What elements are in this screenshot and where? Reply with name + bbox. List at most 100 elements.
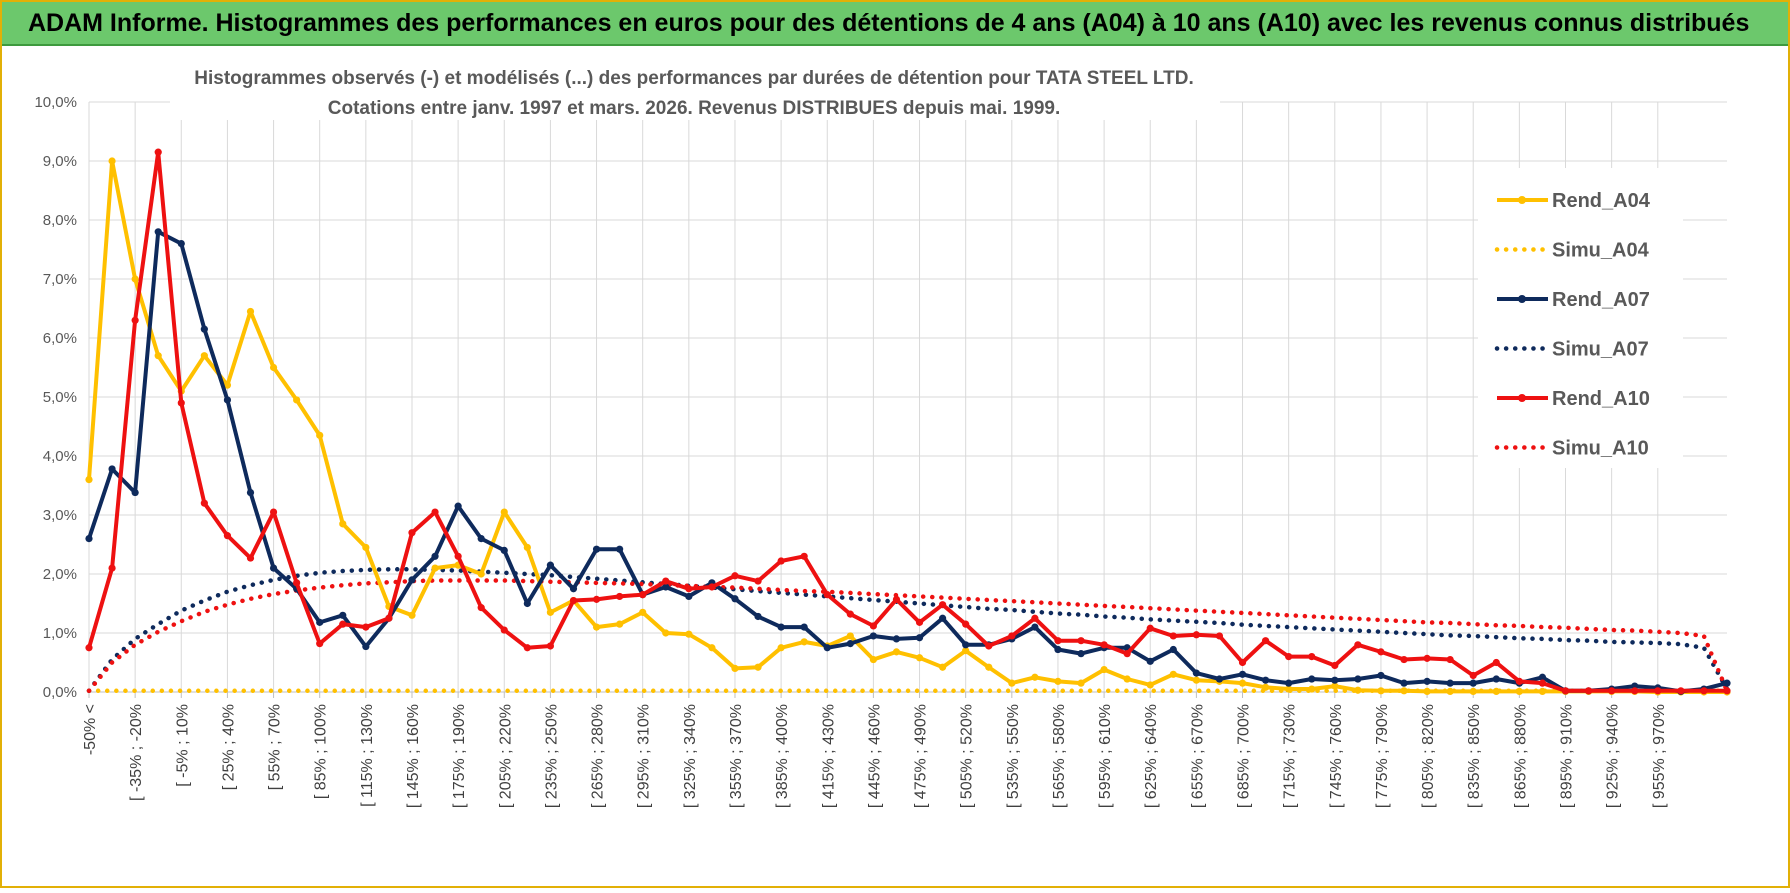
data-point-Rend_A07 (1469, 679, 1477, 687)
data-point-Rend_A10 (1285, 653, 1293, 661)
data-point-Rend_A10 (846, 610, 854, 618)
data-point-Rend_A04 (708, 644, 716, 652)
series-line-Rend_A04 (87, 159, 1727, 694)
x-tick-label: [ 415% ; 430% (820, 704, 837, 808)
data-point-Rend_A04 (985, 663, 993, 671)
data-point-Rend_A10 (662, 577, 670, 585)
chart-title-line1: Histogrammes observés (-) et modélisés (… (194, 68, 1193, 89)
data-point-Rend_A07 (1261, 676, 1270, 684)
data-point-Rend_A10 (1423, 654, 1431, 662)
data-point-Rend_A04 (1400, 687, 1408, 695)
data-point-Rend_A10 (500, 626, 508, 634)
data-point-Rend_A07 (500, 546, 508, 554)
data-point-Rend_A04 (1077, 679, 1085, 687)
chart-area: 0,0% 1,0% 2,0% 3,0% 4,0% 5,0% 6,0% 7,0% 8,0% 9,0%… (0, 48, 1790, 888)
data-point-Rend_A07 (592, 545, 601, 553)
data-point-Rend_A07 (800, 623, 808, 631)
data-point-Rend_A04 (1446, 687, 1454, 696)
y-tick-label: 10,0% (34, 94, 77, 111)
data-point-Rend_A10 (1654, 687, 1662, 695)
x-tick-label: [ 775% ; 790% (1374, 704, 1391, 808)
y-tick-label: 9,0% (43, 153, 77, 170)
chart-title-background (170, 58, 1220, 120)
data-point-Rend_A04 (293, 396, 301, 404)
data-point-Rend_A04 (246, 307, 255, 316)
data-point-Rend_A04 (1354, 686, 1362, 694)
y-tick-label: 1,0% (43, 625, 77, 642)
legend-label-Rend_A04: Rend_A04 (1552, 190, 1651, 212)
data-point-Rend_A10 (1331, 661, 1339, 670)
x-tick-label: [ 235% ; 250% (543, 704, 560, 808)
data-point-Rend_A04 (269, 363, 278, 372)
data-point-Rend_A10 (200, 499, 208, 507)
data-point-Rend_A10 (1354, 641, 1362, 649)
data-point-Rend_A07 (1377, 671, 1385, 680)
data-point-Rend_A07 (616, 545, 624, 553)
data-point-Rend_A10 (1261, 637, 1270, 645)
data-point-Rend_A07 (777, 623, 785, 631)
data-point-Rend_A07 (431, 552, 439, 560)
data-point-Rend_A07 (246, 488, 255, 497)
data-point-Rend_A07 (846, 640, 854, 648)
data-point-Rend_A04 (1031, 673, 1039, 681)
data-point-Rend_A04 (408, 611, 416, 619)
data-point-Rend_A07 (523, 599, 531, 608)
data-point-Rend_A10 (1123, 650, 1131, 658)
data-point-Rend_A04 (800, 638, 808, 646)
data-point-Rend_A10 (639, 591, 647, 599)
data-point-Rend_A10 (1100, 641, 1108, 649)
data-point-Rend_A10 (1054, 637, 1062, 645)
data-point-Rend_A10 (1608, 687, 1616, 695)
data-point-Rend_A04 (1423, 687, 1431, 696)
y-tick-label: 5,0% (43, 389, 77, 406)
data-point-Rend_A04 (1169, 670, 1177, 678)
data-point-Rend_A07 (1331, 676, 1339, 684)
data-point-Rend_A07 (108, 465, 116, 473)
data-point-Rend_A10 (1631, 687, 1639, 695)
data-point-Rend_A10 (1169, 632, 1177, 640)
data-point-Rend_A04 (108, 157, 116, 165)
data-point-Rend_A10 (777, 557, 785, 565)
performance-histogram-chart: 0,0% 1,0% 2,0% 3,0% 4,0% 5,0% 6,0% 7,0% 8,0% 9,0%… (34, 58, 1731, 808)
data-point-Rend_A10 (362, 623, 370, 631)
y-tick-label: 6,0% (43, 330, 77, 347)
data-point-Rend_A04 (131, 275, 139, 283)
legend-label-Rend_A10: Rend_A10 (1552, 388, 1650, 410)
data-point-Rend_A10 (339, 620, 347, 628)
x-tick-label: [ 955% ; 970% (1651, 704, 1668, 808)
data-point-Rend_A10 (546, 642, 555, 650)
data-point-Rend_A10 (385, 614, 393, 622)
data-point-Rend_A10 (1700, 687, 1708, 695)
x-tick-label: [ 805% ; 820% (1420, 704, 1437, 808)
x-tick-label: [ 385% ; 400% (774, 704, 791, 808)
data-point-Rend_A10 (823, 591, 831, 599)
data-point-Rend_A07 (754, 612, 762, 621)
data-point-Rend_A07 (915, 634, 924, 642)
data-point-Rend_A04 (616, 620, 624, 628)
x-tick-label: [ 535% ; 550% (1005, 704, 1022, 808)
data-point-Rend_A10 (985, 642, 993, 650)
x-tick-label: [ 655% ; 670% (1189, 704, 1206, 808)
data-point-Rend_A04 (1054, 677, 1062, 685)
x-tick-label: [ 745% ; 760% (1328, 704, 1345, 808)
data-point-Rend_A10 (1146, 624, 1154, 632)
chart-title-line2: Cotations entre janv. 1997 et mars. 2026… (328, 98, 1061, 119)
data-point-Rend_A10 (754, 577, 762, 585)
y-tick-label: 3,0% (43, 507, 77, 524)
data-point-Rend_A04 (500, 508, 508, 516)
data-point-Rend_A10 (454, 552, 462, 560)
data-point-Rend_A07 (154, 228, 162, 236)
data-point-Rend_A04 (1308, 685, 1316, 693)
data-point-Rend_A10 (1446, 655, 1454, 664)
x-tick-label: [ 325% ; 340% (682, 704, 699, 808)
x-tick-label: [ -35% ; -20% (128, 704, 145, 801)
data-point-Rend_A07 (454, 502, 462, 510)
data-point-Rend_A04 (431, 564, 439, 572)
data-point-Rend_A07 (1423, 677, 1431, 685)
data-point-Rend_A10 (1215, 632, 1224, 640)
x-tick-label: [ 625% ; 640% (1143, 704, 1160, 808)
data-point-Rend_A10 (1515, 677, 1523, 685)
data-point-Rend_A07 (223, 396, 232, 404)
data-point-Rend_A10 (569, 596, 578, 605)
